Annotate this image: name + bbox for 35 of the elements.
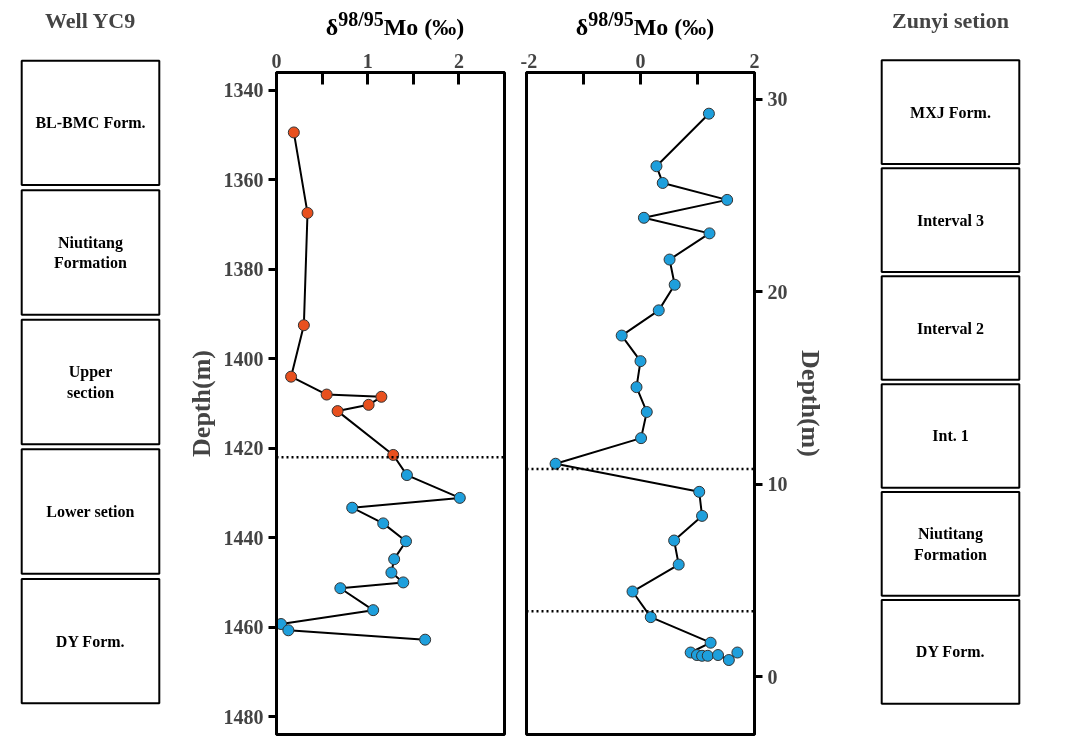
x-tick-label: 0 xyxy=(635,49,646,72)
text: Well YC9 xyxy=(44,7,136,33)
text: Niutitang Formation xyxy=(914,525,988,563)
y-tick-label: 1360 xyxy=(223,168,264,191)
y-tick-label: 10 xyxy=(767,473,788,496)
y-tick-label: 30 xyxy=(767,88,788,111)
text: MXJ Form. xyxy=(910,103,991,121)
text: BL-BMC Form. xyxy=(35,114,146,132)
x-tick-label: -2 xyxy=(520,49,538,72)
text: Lower setion xyxy=(46,503,135,521)
x-axis-title: δ$^{98/95}$Mo (‰) xyxy=(324,7,466,42)
y-tick-label: 1400 xyxy=(223,347,264,370)
text: DY Form. xyxy=(915,643,985,661)
x-tick-label: 1 xyxy=(362,49,373,72)
y-tick-label: 1440 xyxy=(223,526,264,549)
x-tick-label: 2 xyxy=(749,49,760,72)
y-tick-label: 1460 xyxy=(223,616,264,639)
y-tick-label: 20 xyxy=(767,280,788,303)
y-axis-title: Depth(m) xyxy=(186,350,216,457)
text: DY Form. xyxy=(55,632,125,650)
x-tick-label: 0 xyxy=(271,49,282,72)
y-tick-label: 1380 xyxy=(223,258,264,281)
text: Int. 1 xyxy=(932,427,969,445)
y-tick-label: 1480 xyxy=(223,705,264,728)
y-axis-title: Depth(m) xyxy=(795,350,825,457)
text: Niutitang Formation xyxy=(54,233,128,272)
x-tick-label: 2 xyxy=(453,49,464,72)
x-axis-title: δ$^{98/95}$Mo (‰) xyxy=(574,7,716,42)
text: Interval 3 xyxy=(916,211,985,229)
text: Upper section xyxy=(66,363,115,401)
y-tick-label: 1420 xyxy=(223,437,264,460)
text: Interval 2 xyxy=(916,319,985,337)
y-tick-label: 0 xyxy=(767,665,778,688)
y-tick-label: 1340 xyxy=(223,79,264,102)
text: Zunyi setion xyxy=(892,7,1009,33)
